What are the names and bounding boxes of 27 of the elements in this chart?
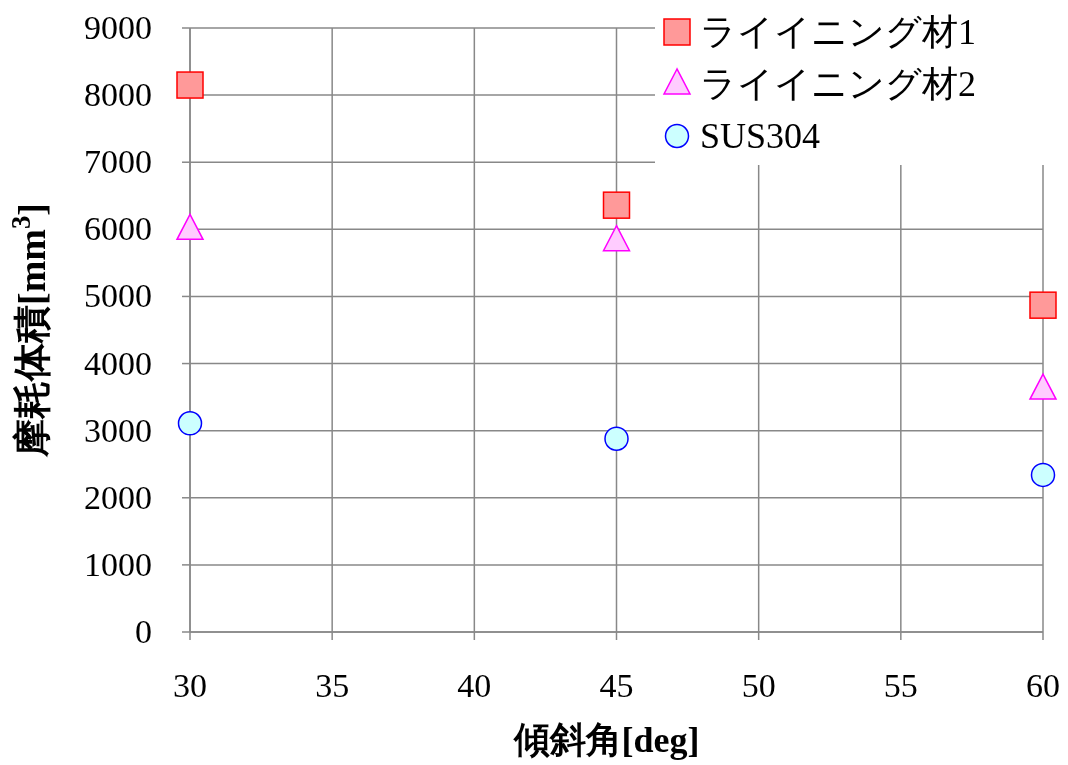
x-tick-label: 30 (173, 667, 207, 704)
legend-label: SUS304 (700, 116, 821, 156)
point (1029, 291, 1057, 319)
point (177, 411, 203, 436)
x-tick-label: 45 (599, 667, 634, 704)
y-tick-label: 3000 (84, 411, 152, 449)
point (176, 71, 204, 99)
x-tick-label: 60 (1026, 667, 1060, 704)
legend-label: ライイニング材2 (700, 64, 976, 104)
y-tick-label: 8000 (84, 76, 152, 114)
y-tick-label: 2000 (84, 478, 152, 516)
legend-label: ライイニング材1 (700, 12, 976, 52)
y-tick-label: 5000 (84, 277, 152, 315)
point (1030, 462, 1056, 488)
y-tick-label: 0 (135, 613, 152, 650)
y-tick-label: 6000 (84, 210, 152, 248)
x-axis-title: 傾斜角[deg] (512, 720, 700, 760)
y-tick-label: 7000 (84, 143, 152, 181)
x-tick-label: 35 (315, 667, 350, 704)
point (604, 426, 629, 451)
x-tick-label: 50 (741, 667, 776, 704)
point (602, 191, 631, 219)
x-tick-label: 55 (883, 667, 918, 704)
y-tick-label: 9000 (84, 9, 152, 46)
x-tick-label: 40 (457, 667, 492, 704)
y-tick-label: 1000 (84, 545, 152, 583)
y-tick-label: 4000 (84, 344, 152, 382)
